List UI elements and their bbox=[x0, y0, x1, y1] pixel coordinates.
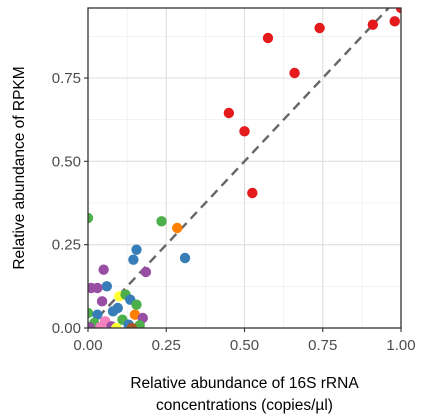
data-points bbox=[88, 8, 401, 328]
x-axis-title-line-1: Relative abundance of 16S rRNA bbox=[130, 375, 359, 392]
data-point-6 bbox=[223, 107, 235, 119]
data-point-16 bbox=[140, 266, 152, 278]
data-point-37 bbox=[95, 321, 106, 328]
data-point-0 bbox=[395, 8, 401, 14]
data-point-8 bbox=[247, 187, 258, 199]
data-point-19 bbox=[92, 282, 103, 294]
data-point-13 bbox=[128, 254, 139, 265]
data-point-3 bbox=[314, 22, 325, 34]
data-point-10 bbox=[156, 216, 167, 227]
data-point-28 bbox=[92, 309, 103, 320]
y-axis-title: Relative abundance of RPKM bbox=[11, 66, 28, 269]
data-point-17 bbox=[101, 281, 112, 292]
data-point-9 bbox=[88, 212, 94, 224]
y-tick-label-2: 0.50 bbox=[52, 153, 81, 170]
y-tick-label-1: 0.25 bbox=[52, 237, 81, 254]
data-point-7 bbox=[239, 126, 250, 137]
data-point-4 bbox=[262, 32, 274, 44]
x-tick-label-4: 1.00 bbox=[386, 337, 415, 354]
data-point-24 bbox=[131, 299, 142, 310]
x-axis-title-line-2: concentrations (copies/µl) bbox=[156, 397, 333, 414]
grid-lines bbox=[87, 8, 402, 329]
data-point-38 bbox=[88, 322, 95, 328]
x-tick-label-0: 0.00 bbox=[73, 337, 102, 354]
data-point-40 bbox=[126, 322, 138, 328]
y-tick-label-0: 0.00 bbox=[52, 320, 81, 337]
data-point-11 bbox=[172, 222, 183, 234]
data-point-14 bbox=[179, 252, 191, 264]
data-point-5 bbox=[289, 67, 300, 79]
x-tick-label-1: 0.25 bbox=[152, 337, 181, 354]
data-point-23 bbox=[96, 296, 108, 307]
data-point-27 bbox=[88, 307, 94, 319]
x-tick-label-2: 0.50 bbox=[230, 337, 259, 354]
data-point-1 bbox=[389, 16, 400, 27]
data-point-35 bbox=[134, 320, 145, 328]
data-point-26 bbox=[107, 306, 119, 317]
y-tick-label-3: 0.75 bbox=[52, 70, 81, 87]
x-axis-ticks: 0.00 0.25 0.50 0.75 1.00 bbox=[73, 328, 416, 354]
x-tick-label-3: 0.75 bbox=[308, 337, 337, 354]
data-point-12 bbox=[131, 244, 142, 255]
data-point-2 bbox=[367, 19, 379, 30]
data-point-29 bbox=[129, 309, 141, 320]
identity-reference-line bbox=[87, 7, 390, 329]
data-point-15 bbox=[98, 264, 109, 275]
y-axis-ticks: 0.00 0.25 0.50 0.75 bbox=[52, 70, 88, 337]
data-point-39 bbox=[110, 322, 122, 328]
